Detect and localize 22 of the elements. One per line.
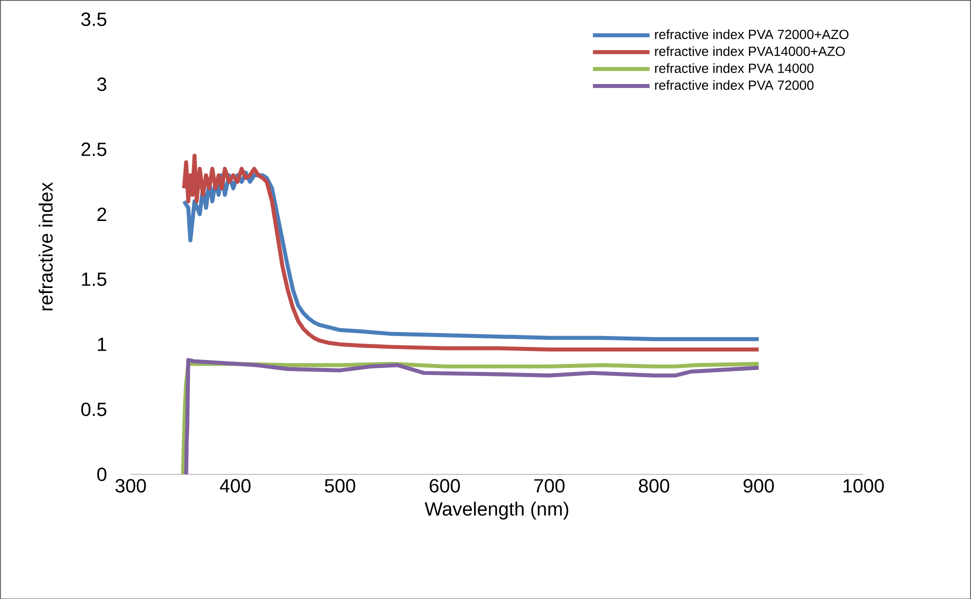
- y-axis-title: refractive index: [38, 182, 53, 310]
- x-tick-label: 900: [744, 478, 774, 492]
- y-tick-label: 1: [98, 338, 106, 351]
- x-tick-label: 600: [430, 478, 460, 492]
- x-axis-title: Wavelength (nm): [424, 502, 568, 520]
- y-tick-label: 3.5: [81, 12, 106, 26]
- legend-label: refractive index PVA 14000: [655, 63, 814, 73]
- x-tick-label: 500: [324, 478, 356, 492]
- legend-label: refractive index PVA 72000+AZO: [655, 29, 848, 39]
- x-tick-label: 800: [638, 478, 670, 492]
- legend-label: refractive index PVA14000+AZO: [655, 46, 845, 56]
- legend-label: refractive index PVA 72000: [655, 80, 814, 90]
- y-tick-label: 0.5: [81, 402, 106, 416]
- y-tick-label: 2: [97, 207, 106, 221]
- y-tick-label: 0: [97, 467, 106, 481]
- y-tick-label: 1.5: [82, 272, 106, 286]
- x-tick-label: 300: [115, 478, 146, 492]
- x-tick-label: 400: [220, 478, 251, 492]
- y-tick-label: 2.5: [82, 142, 106, 156]
- x-tick-label: 700: [534, 478, 565, 492]
- y-tick-label: 3: [97, 77, 106, 91]
- x-tick-label: 1000: [844, 478, 884, 492]
